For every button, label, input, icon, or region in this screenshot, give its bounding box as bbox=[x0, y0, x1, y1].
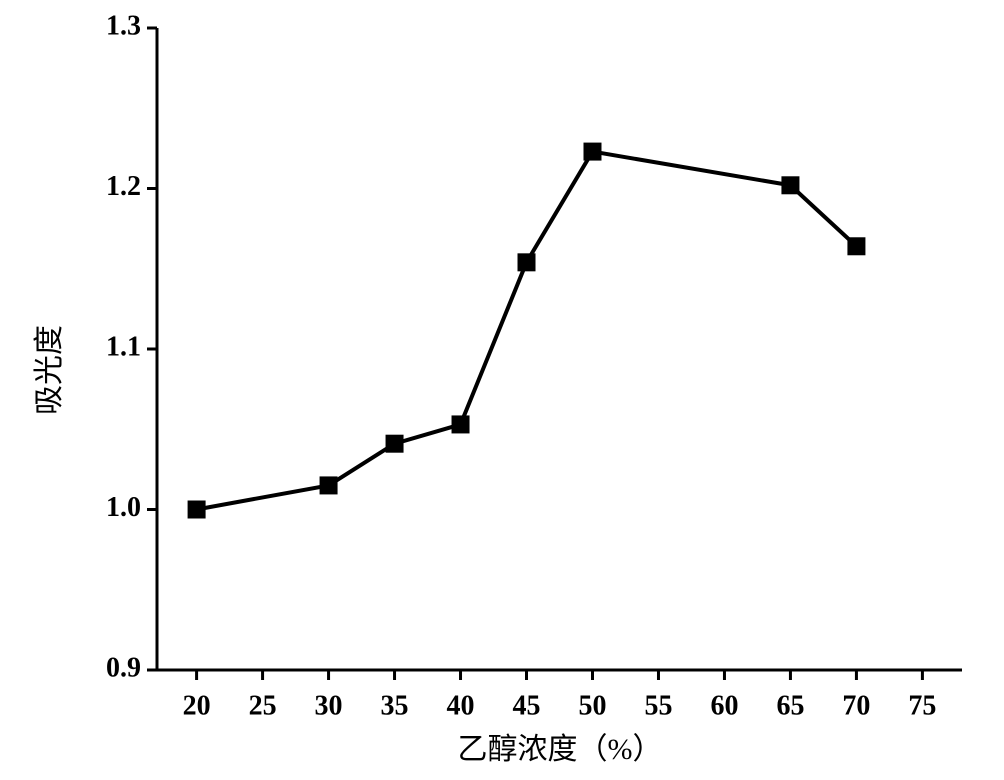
y-tick-label: 1.0 bbox=[106, 492, 141, 523]
x-tick-label: 20 bbox=[183, 690, 211, 721]
x-tick-label: 40 bbox=[447, 690, 475, 721]
x-tick-label: 25 bbox=[249, 690, 277, 721]
x-tick-label: 50 bbox=[578, 690, 606, 721]
marker bbox=[781, 176, 800, 195]
marker bbox=[385, 434, 404, 453]
y-tick-label: 1.2 bbox=[106, 171, 141, 202]
marker bbox=[451, 415, 470, 434]
marker bbox=[517, 253, 536, 272]
x-axis-title: 乙醇浓度（%） bbox=[458, 733, 663, 766]
y-tick-label: 0.9 bbox=[106, 652, 141, 683]
x-tick-label: 45 bbox=[513, 690, 541, 721]
x-tick-label: 65 bbox=[776, 690, 804, 721]
x-tick-label: 70 bbox=[842, 690, 870, 721]
y-tick-label: 1.3 bbox=[106, 10, 141, 41]
marker bbox=[847, 237, 866, 256]
x-tick-label: 35 bbox=[381, 690, 409, 721]
marker bbox=[319, 476, 338, 495]
series-line bbox=[196, 149, 858, 512]
y-axis-title: 吸光度 bbox=[33, 325, 66, 415]
marker bbox=[187, 500, 206, 519]
x-tick-label: 60 bbox=[710, 690, 738, 721]
marker bbox=[583, 142, 602, 161]
y-tick-label: 1.1 bbox=[106, 331, 141, 362]
x-tick-label: 55 bbox=[644, 690, 672, 721]
x-tick-label: 75 bbox=[908, 690, 936, 721]
x-tick-label: 30 bbox=[315, 690, 343, 721]
